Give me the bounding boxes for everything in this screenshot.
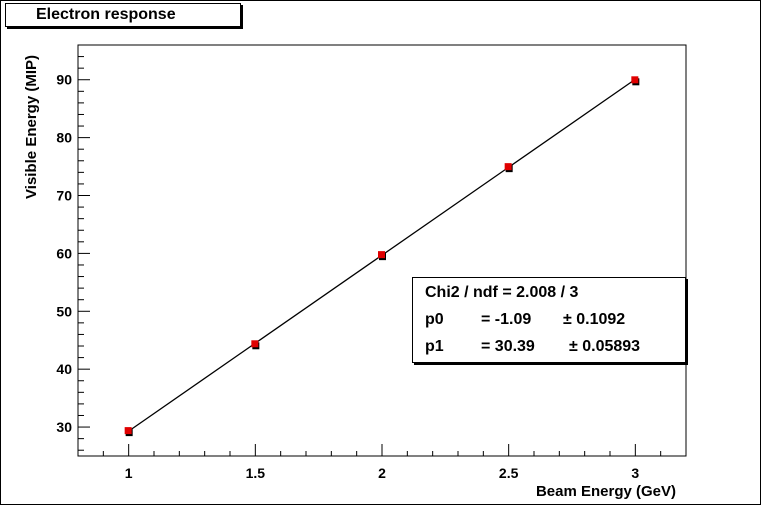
data-point bbox=[378, 251, 385, 259]
stats-p1-error: ± 0.05893 bbox=[569, 338, 641, 355]
y-tick-label: 60 bbox=[56, 245, 72, 261]
x-tick-label: 2.5 bbox=[499, 465, 519, 481]
stats-p0-error: ± 0.1092 bbox=[563, 311, 626, 328]
x-tick-label: 1.5 bbox=[246, 465, 266, 481]
y-tick-label: 30 bbox=[56, 419, 72, 435]
stats-p1-value: = 30.39 bbox=[481, 338, 535, 355]
stats-p0-value: = -1.09 bbox=[481, 311, 532, 328]
y-tick-label: 40 bbox=[56, 361, 72, 377]
fit-stats-box: Chi2 / ndf = 2.008 / 3 p0 = -1.09 ± 0.10… bbox=[412, 277, 686, 363]
x-axis-label: Beam Energy (GeV) bbox=[536, 483, 676, 500]
stats-p0-name: p0 bbox=[425, 311, 444, 328]
data-point bbox=[504, 163, 512, 171]
data-point bbox=[251, 340, 259, 348]
x-tick-label: 1 bbox=[125, 465, 133, 481]
x-tick-label: 2 bbox=[378, 465, 386, 481]
data-point bbox=[631, 76, 639, 84]
x-tick-label: 3 bbox=[631, 465, 639, 481]
y-tick-label: 70 bbox=[56, 188, 72, 204]
data-point bbox=[124, 427, 132, 435]
y-tick-label: 50 bbox=[56, 303, 72, 319]
stats-chi2: Chi2 / ndf = 2.008 / 3 bbox=[425, 284, 579, 301]
y-tick-label: 80 bbox=[56, 130, 72, 146]
plot-frame bbox=[77, 44, 687, 457]
y-tick-label: 90 bbox=[56, 72, 72, 88]
y-axis-label: Visible Energy (MIP) bbox=[23, 55, 40, 199]
chart-title: Electron response bbox=[36, 6, 176, 23]
stats-p1-name: p1 bbox=[425, 338, 444, 355]
chart-title-box: Electron response bbox=[5, 3, 241, 27]
